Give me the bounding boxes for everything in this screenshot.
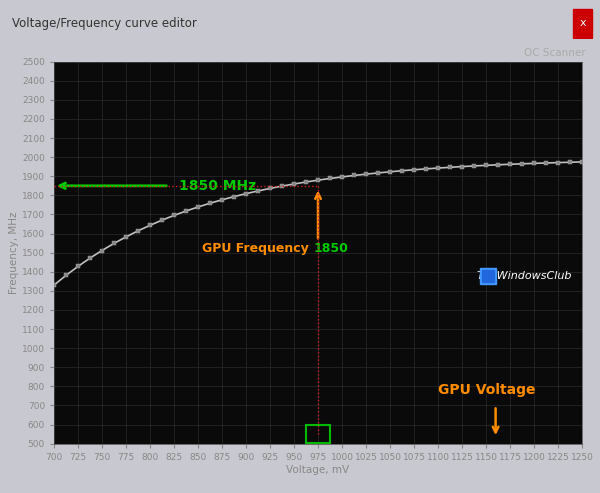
Text: GPU Voltage: GPU Voltage bbox=[438, 383, 536, 397]
Bar bbox=[574, 9, 592, 38]
Text: OC Scanner: OC Scanner bbox=[524, 48, 585, 58]
X-axis label: Voltage, mV: Voltage, mV bbox=[286, 464, 350, 474]
Text: TheWindowsClub: TheWindowsClub bbox=[477, 271, 572, 281]
Text: 1850: 1850 bbox=[313, 243, 348, 255]
Text: 1850 MHz: 1850 MHz bbox=[179, 179, 256, 193]
Y-axis label: Frequency, MHz: Frequency, MHz bbox=[9, 211, 19, 294]
Bar bbox=[306, 424, 330, 443]
Text: Voltage/Frequency curve editor: Voltage/Frequency curve editor bbox=[12, 17, 197, 30]
Text: GPU Frequency: GPU Frequency bbox=[202, 243, 313, 255]
Text: x: x bbox=[580, 18, 586, 29]
